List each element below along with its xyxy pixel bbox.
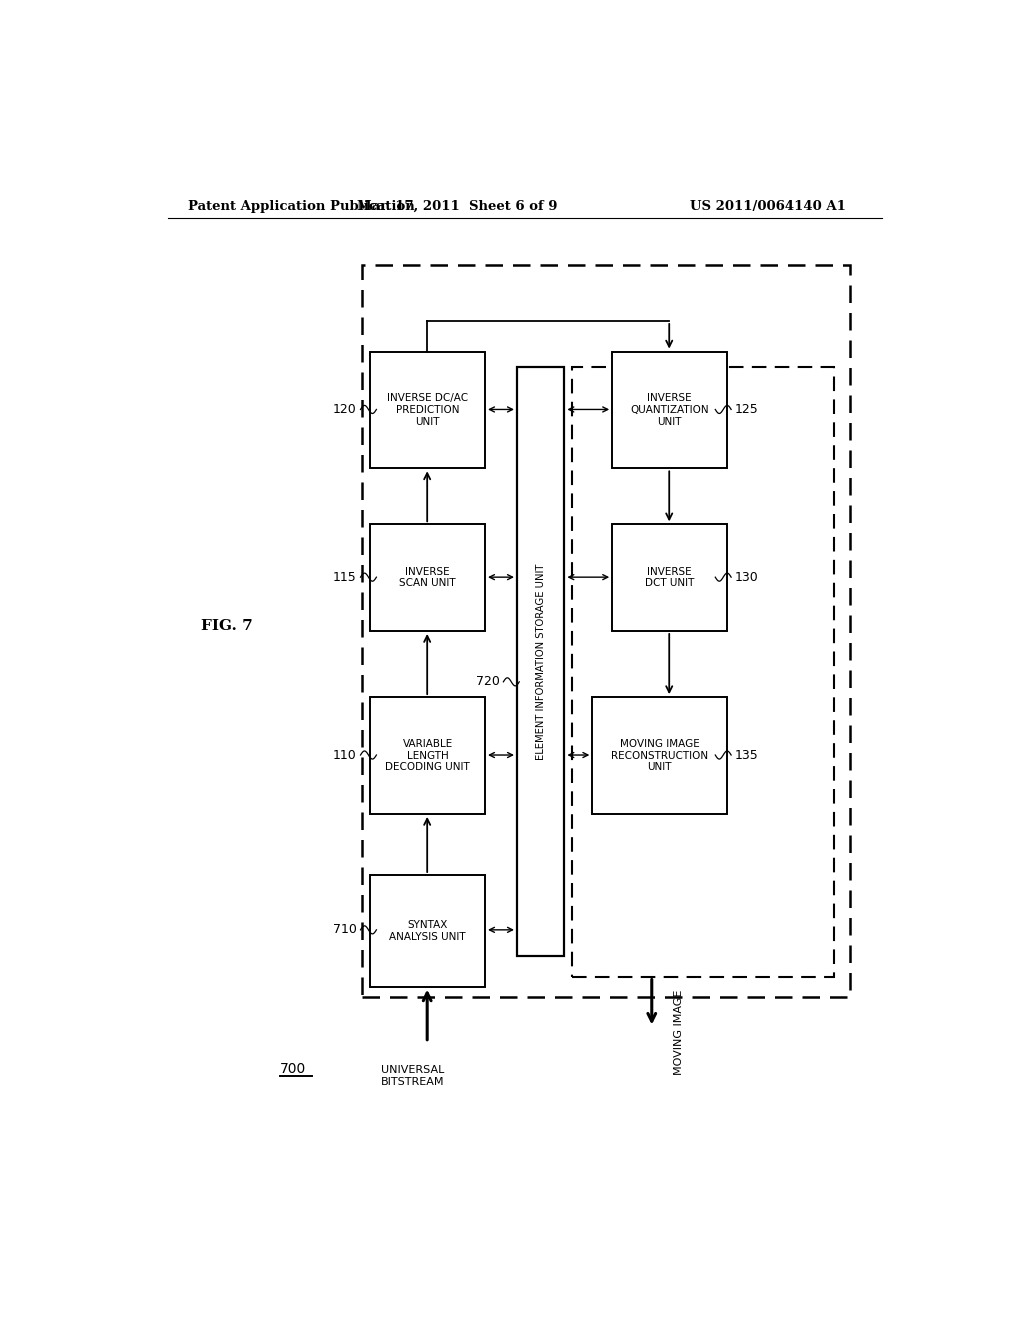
FancyBboxPatch shape — [370, 875, 485, 987]
Text: INVERSE
SCAN UNIT: INVERSE SCAN UNIT — [399, 566, 456, 589]
FancyBboxPatch shape — [370, 524, 485, 631]
FancyBboxPatch shape — [592, 697, 727, 814]
Text: VARIABLE
LENGTH
DECODING UNIT: VARIABLE LENGTH DECODING UNIT — [385, 739, 470, 772]
Text: 125: 125 — [735, 403, 759, 416]
Text: INVERSE DC/AC
PREDICTION
UNIT: INVERSE DC/AC PREDICTION UNIT — [387, 393, 468, 426]
FancyBboxPatch shape — [370, 697, 485, 814]
FancyBboxPatch shape — [612, 351, 727, 469]
Text: SYNTAX
ANALYSIS UNIT: SYNTAX ANALYSIS UNIT — [389, 920, 466, 941]
Text: 130: 130 — [735, 570, 759, 583]
FancyBboxPatch shape — [370, 351, 485, 469]
Text: 720: 720 — [475, 676, 500, 688]
Text: 135: 135 — [735, 748, 759, 762]
Text: UNIVERSAL
BITSTREAM: UNIVERSAL BITSTREAM — [381, 1065, 444, 1086]
FancyBboxPatch shape — [612, 524, 727, 631]
Text: 710: 710 — [333, 924, 356, 936]
Text: INVERSE
DCT UNIT: INVERSE DCT UNIT — [645, 566, 694, 589]
Text: 110: 110 — [333, 748, 356, 762]
Text: ELEMENT INFORMATION STORAGE UNIT: ELEMENT INFORMATION STORAGE UNIT — [536, 564, 546, 760]
Text: US 2011/0064140 A1: US 2011/0064140 A1 — [690, 199, 846, 213]
Text: 700: 700 — [281, 1063, 306, 1076]
Text: Mar. 17, 2011  Sheet 6 of 9: Mar. 17, 2011 Sheet 6 of 9 — [357, 199, 558, 213]
Text: FIG. 7: FIG. 7 — [202, 619, 253, 634]
Text: 115: 115 — [333, 570, 356, 583]
Text: Patent Application Publication: Patent Application Publication — [187, 199, 415, 213]
Text: MOVING IMAGE: MOVING IMAGE — [674, 990, 684, 1076]
Text: MOVING IMAGE
RECONSTRUCTION
UNIT: MOVING IMAGE RECONSTRUCTION UNIT — [611, 739, 709, 772]
FancyBboxPatch shape — [517, 367, 564, 956]
Text: INVERSE
QUANTIZATION
UNIT: INVERSE QUANTIZATION UNIT — [631, 393, 709, 426]
Text: 120: 120 — [333, 403, 356, 416]
